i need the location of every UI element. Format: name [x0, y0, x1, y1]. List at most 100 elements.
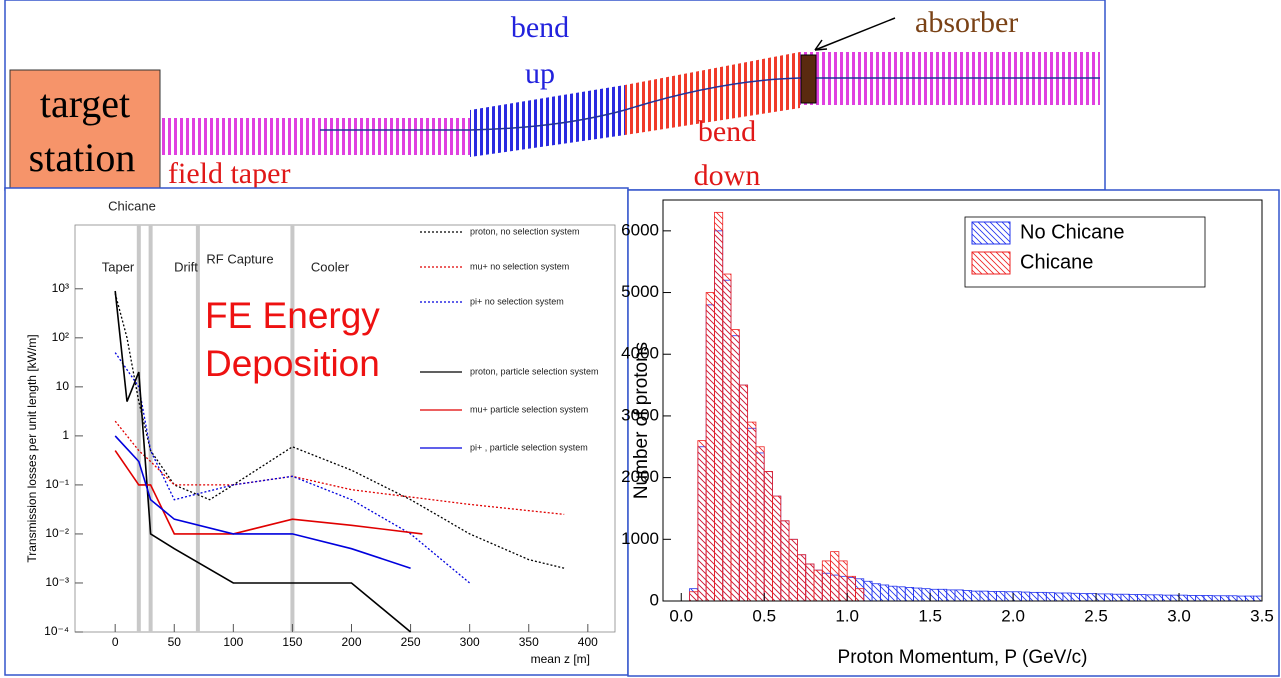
y-tick-label: 6000 [621, 220, 659, 239]
bend-up-coils [470, 85, 625, 157]
label: bend [698, 115, 756, 148]
y-axis-label: Transmission losses per unit length [kW/… [25, 334, 39, 562]
x-tick-label: 250 [401, 635, 421, 649]
absorber-arrow [814, 17, 896, 51]
x-axis-label: mean z [m] [531, 652, 590, 666]
histogram-bar [1029, 591, 1039, 602]
histogram-bar [1211, 595, 1221, 602]
x-tick-label: 3.5 [1250, 606, 1274, 625]
histogram-bar [1195, 595, 1205, 602]
data-line [114, 290, 412, 633]
label: field taper [168, 157, 290, 190]
arrow-head [814, 39, 828, 51]
x-tick-label: 150 [282, 635, 302, 649]
histogram-bar [871, 583, 881, 602]
y-tick-label: 10³ [52, 281, 69, 295]
histogram-bar [1103, 593, 1114, 602]
histogram-bar [1045, 592, 1055, 602]
legend-label: proton, no selection system [470, 226, 580, 236]
histogram-bar [697, 440, 707, 602]
y-tick-label: 10⁻¹ [45, 477, 69, 491]
region-label: RF Capture [206, 251, 273, 266]
legend-label: Chicane [1020, 251, 1093, 273]
region-label: Taper [102, 259, 135, 274]
histogram-bar [689, 591, 699, 602]
y-tick-label: 1000 [621, 529, 659, 548]
x-tick-label: 0 [112, 635, 119, 649]
histogram-bar [722, 273, 732, 602]
histogram-bar [888, 585, 898, 602]
histogram-bar [1186, 595, 1197, 602]
histogram-bar [879, 584, 890, 602]
histogram-bar [1178, 594, 1188, 602]
histogram-bar [730, 329, 740, 602]
left-panel [4, 187, 629, 676]
data-line [114, 435, 411, 569]
data-line [114, 450, 423, 535]
histogram-bar [904, 587, 914, 602]
x-tick-label: 2.0 [1001, 606, 1025, 625]
legend-swatch [971, 251, 1011, 275]
histogram-bar [979, 590, 989, 602]
histogram-bar [929, 588, 939, 602]
histogram-bar [788, 538, 798, 602]
label: down [694, 159, 761, 192]
histogram-bar [1203, 595, 1213, 602]
histogram-bar [1120, 593, 1130, 602]
beam-line [320, 77, 1100, 131]
histogram-bar [1012, 591, 1022, 602]
histogram-bar [962, 590, 973, 602]
histogram-bar [780, 520, 790, 602]
histogram-bar [1253, 595, 1263, 602]
legend-label: No Chicane [1020, 221, 1125, 243]
x-tick-label: 0.5 [752, 606, 776, 625]
y-tick-label: 10² [52, 330, 69, 344]
y-tick-label: 1 [62, 428, 69, 442]
plot-frame [74, 224, 616, 633]
region-label: Chicane [108, 198, 156, 213]
x-tick-label: 350 [519, 635, 539, 649]
histogram-bar [1037, 591, 1047, 602]
histogram-bar [1137, 594, 1147, 602]
label: station [29, 135, 136, 180]
x-tick-label: 100 [223, 635, 243, 649]
y-tick-label: 3000 [621, 405, 659, 424]
region-label: Drift [174, 259, 198, 274]
histogram-bar [838, 560, 848, 602]
legend-label: pi+ , particle selection system [470, 442, 588, 452]
y-tick-label: 10⁻³ [45, 575, 69, 589]
histogram-bar [1021, 591, 1031, 602]
histogram-bar [855, 588, 865, 602]
label: absorber [915, 6, 1018, 39]
label: up [525, 57, 555, 90]
histogram-bar [1145, 594, 1155, 602]
histogram-bar [987, 591, 997, 602]
histogram-bar [755, 446, 765, 602]
histogram-bar [797, 554, 807, 602]
histogram-bar [1095, 593, 1105, 602]
y-tick-label: 2000 [621, 467, 659, 486]
histogram-bar [921, 588, 931, 602]
target-box [9, 69, 161, 189]
histogram-bar [913, 587, 923, 602]
y-tick-label: 4000 [621, 344, 659, 363]
legend-frame [964, 216, 1206, 288]
histogram-bar [763, 471, 773, 602]
x-tick-label: 3.0 [1167, 606, 1191, 625]
histogram-bar [1087, 593, 1097, 602]
histogram-bar [821, 560, 831, 602]
beamline-diagram: target station field taper bend up bend … [4, 0, 1106, 192]
histogram-bar [747, 421, 757, 602]
histogram-bar [772, 495, 782, 602]
legend-label: pi+ no selection system [470, 296, 564, 306]
histogram-bar [805, 563, 815, 602]
x-tick-label: 1.0 [835, 606, 859, 625]
histogram-bar [946, 589, 956, 602]
histogram-bar [1004, 591, 1014, 602]
label: target [40, 81, 130, 126]
histogram-bar [1170, 594, 1180, 602]
legend-label: mu+ no selection system [470, 261, 569, 271]
histogram-bar [1062, 592, 1072, 602]
x-tick-label: 2.5 [1084, 606, 1108, 625]
